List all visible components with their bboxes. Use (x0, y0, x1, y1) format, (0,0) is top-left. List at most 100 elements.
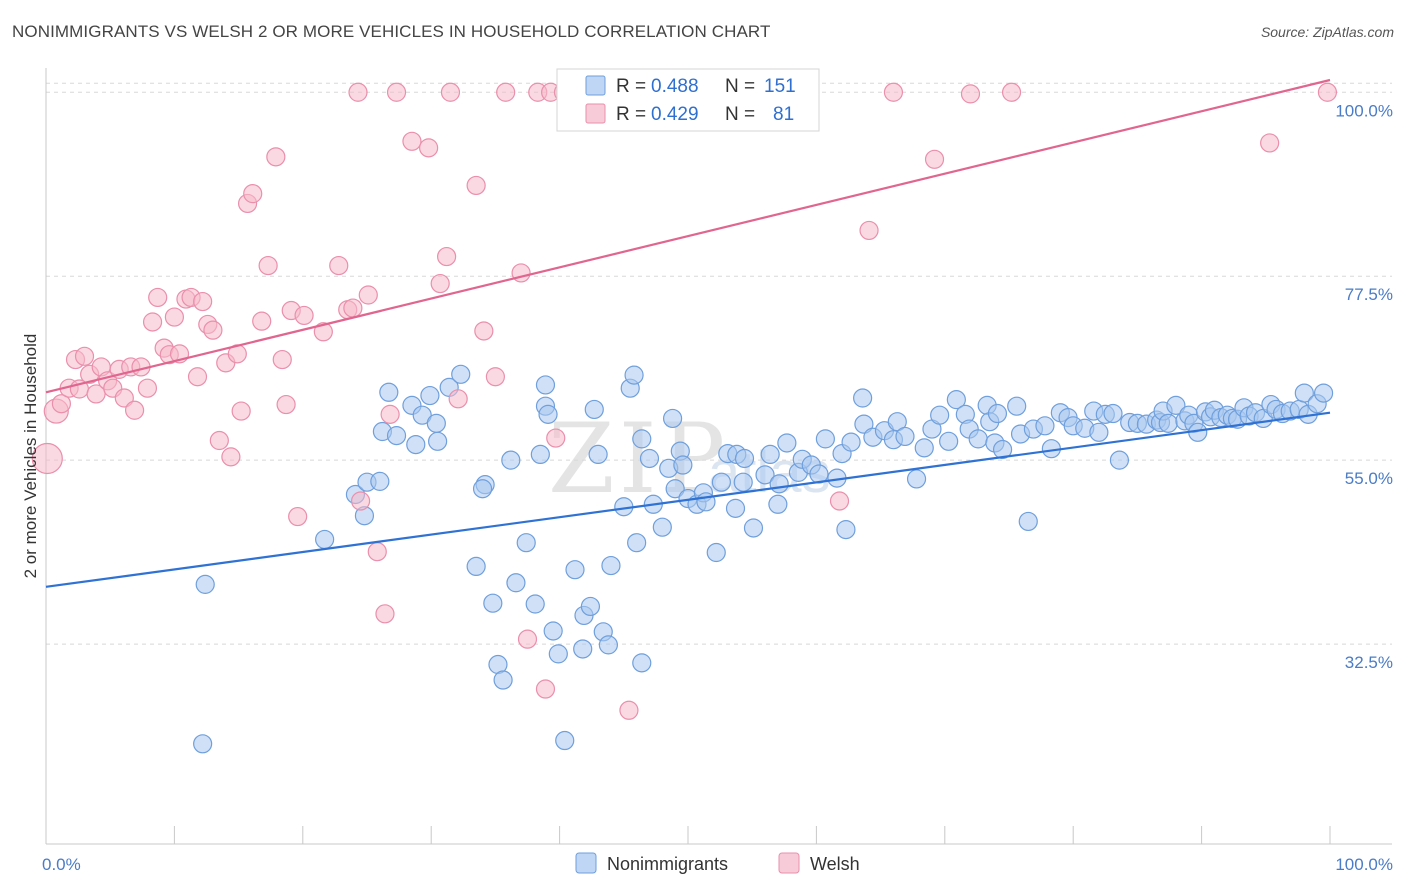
data-point-nonimmigrants (195, 574, 215, 594)
data-point-welsh (313, 322, 333, 342)
data-point-welsh (375, 604, 395, 624)
legend-swatch-welsh (585, 103, 606, 124)
data-point-nonimmigrants (815, 429, 835, 449)
legend-n-label: N = (725, 76, 755, 97)
data-point-welsh (329, 255, 349, 276)
data-point-nonimmigrants (1103, 403, 1123, 424)
data-point-welsh (209, 430, 229, 451)
legend-r-label: R = (616, 104, 646, 125)
data-point-nonimmigrants (565, 560, 585, 580)
y-tick-label: 32.5% (1345, 653, 1393, 672)
data-point-welsh (829, 491, 850, 511)
data-point-nonimmigrants (598, 635, 618, 655)
data-point-nonimmigrants (895, 426, 915, 447)
data-point-nonimmigrants (412, 405, 432, 425)
data-point-nonimmigrants (543, 621, 563, 641)
data-point-nonimmigrants (506, 573, 526, 593)
data-point-welsh (924, 149, 945, 169)
trend-line-nonimmigrants (45, 411, 1331, 588)
data-point-nonimmigrants (516, 533, 536, 553)
data-point-welsh (859, 220, 879, 241)
data-point-nonimmigrants (493, 670, 513, 690)
y-axis-title: 2 or more Vehicles in Household (21, 334, 40, 579)
data-point-nonimmigrants (841, 432, 861, 452)
data-point-nonimmigrants (406, 434, 426, 455)
data-point-welsh (535, 679, 556, 699)
data-point-welsh (960, 84, 981, 104)
data-point-welsh (243, 184, 263, 204)
data-point-nonimmigrants (854, 414, 874, 434)
data-point-welsh (164, 307, 184, 327)
data-point-welsh (276, 394, 296, 415)
data-point-welsh (402, 131, 422, 151)
data-point-welsh (137, 378, 158, 398)
data-point-welsh (288, 506, 308, 527)
legend-label-nonimmigrants: Nonimmigrants (607, 854, 728, 874)
series-legend: Nonimmigrants Welsh (575, 852, 860, 874)
data-point-nonimmigrants (1018, 511, 1038, 532)
data-point-nonimmigrants (939, 431, 959, 451)
data-point-welsh (1260, 133, 1280, 153)
y-tick-label: 77.5% (1345, 285, 1393, 304)
data-point-nonimmigrants (968, 429, 988, 449)
data-point-nonimmigrants (451, 364, 471, 384)
data-point-nonimmigrants (930, 405, 950, 425)
data-point-nonimmigrants (662, 408, 683, 429)
data-point-nonimmigrants (1294, 383, 1314, 403)
chart-title: NONIMMIGRANTS VS WELSH 2 OR MORE VEHICLE… (12, 22, 771, 41)
data-point-welsh (272, 349, 292, 370)
data-point-welsh (31, 442, 63, 475)
data-point-nonimmigrants (420, 385, 440, 406)
legend-r-value: 0.488 (651, 76, 699, 97)
data-point-welsh (350, 491, 371, 511)
data-point-welsh (1317, 82, 1338, 102)
data-point-nonimmigrants (1035, 416, 1055, 436)
data-point-nonimmigrants (483, 593, 503, 613)
data-point-welsh (51, 394, 72, 414)
data-point-nonimmigrants (1109, 450, 1130, 470)
data-point-nonimmigrants (588, 444, 608, 465)
data-point-welsh (466, 175, 486, 196)
data-point-nonimmigrants (472, 479, 493, 499)
data-point-nonimmigrants (914, 438, 934, 458)
data-point-nonimmigrants (501, 450, 521, 470)
data-point-welsh (440, 82, 461, 102)
data-point-nonimmigrants (906, 469, 927, 489)
tick-labels: 32.5% 55.0% 77.5% 100.0% 0.0% 100.0% (42, 101, 1393, 874)
data-point-nonimmigrants (711, 472, 731, 492)
source-credit: Source: ZipAtlas.com (1260, 24, 1394, 40)
data-point-welsh (367, 542, 387, 562)
x-tick-label: 0.0% (42, 855, 81, 874)
data-point-welsh (883, 82, 904, 102)
data-point-welsh (193, 291, 213, 312)
data-point-welsh (619, 700, 639, 720)
data-point-welsh (74, 346, 95, 366)
data-point-nonimmigrants (584, 399, 604, 420)
data-point-nonimmigrants (370, 471, 390, 491)
y-tick-label: 55.0% (1345, 469, 1393, 488)
data-point-nonimmigrants (836, 520, 856, 540)
legend-n-value: 81 (773, 104, 794, 125)
data-point-nonimmigrants (1007, 396, 1027, 416)
legend-n-value: 151 (764, 76, 796, 97)
legend-n-label: N = (725, 104, 755, 125)
data-point-nonimmigrants (639, 448, 660, 469)
data-point-nonimmigrants (624, 365, 644, 385)
data-point-welsh (474, 321, 494, 341)
data-point-welsh (221, 447, 241, 467)
data-point-welsh (231, 401, 251, 421)
data-point-nonimmigrants (733, 472, 753, 492)
data-point-welsh (348, 82, 368, 102)
data-point-nonimmigrants (769, 474, 789, 494)
data-point-welsh (258, 255, 278, 276)
data-point-nonimmigrants (379, 382, 399, 402)
legend-r-value: 0.429 (651, 104, 699, 125)
data-point-welsh (114, 388, 134, 408)
legend-label-welsh: Welsh (810, 854, 860, 874)
data-point-nonimmigrants (538, 404, 558, 424)
data-point-nonimmigrants (1166, 395, 1186, 415)
data-point-welsh (485, 367, 505, 387)
data-point-nonimmigrants (555, 730, 575, 751)
data-point-welsh (496, 82, 516, 102)
data-point-welsh (1001, 82, 1022, 102)
